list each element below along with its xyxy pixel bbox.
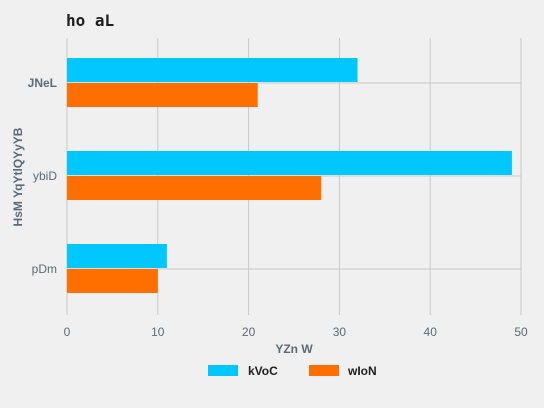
category-label: pDm [32,262,57,276]
legend-swatch [208,365,238,376]
x-axis-title: YZn W [275,342,313,356]
legend-label: wIoN [347,364,377,378]
bar-wIoN-pDm [67,269,158,293]
category-label: JNeL [28,76,57,90]
bar-wIoN-ybiD [67,176,322,200]
bars [67,58,512,293]
x-tick-labels: 0 10 20 30 40 50 [64,325,528,339]
x-tick-label: 20 [242,325,256,339]
legend-label: kVoC [248,364,278,378]
legend: kVoC wIoN [208,364,377,378]
bar-kVoC-ybiD [67,151,512,175]
x-tick-label: 10 [151,325,165,339]
legend-swatch [309,365,339,376]
category-label: ybiD [33,169,57,183]
bar-kVoC-JNeL [67,58,358,82]
bar-wIoN-JNeL [67,83,258,107]
chart-title: ho aL [66,11,114,30]
x-tick-label: 30 [333,325,347,339]
x-tick-label: 40 [424,325,438,339]
bar-kVoC-pDm [67,244,167,268]
x-tick-label: 50 [514,325,528,339]
category-labels: JNeL ybiD pDm [28,76,58,276]
y-axis-title: HsM YqYtlQYyYB [11,127,25,226]
x-tick-label: 0 [64,325,71,339]
